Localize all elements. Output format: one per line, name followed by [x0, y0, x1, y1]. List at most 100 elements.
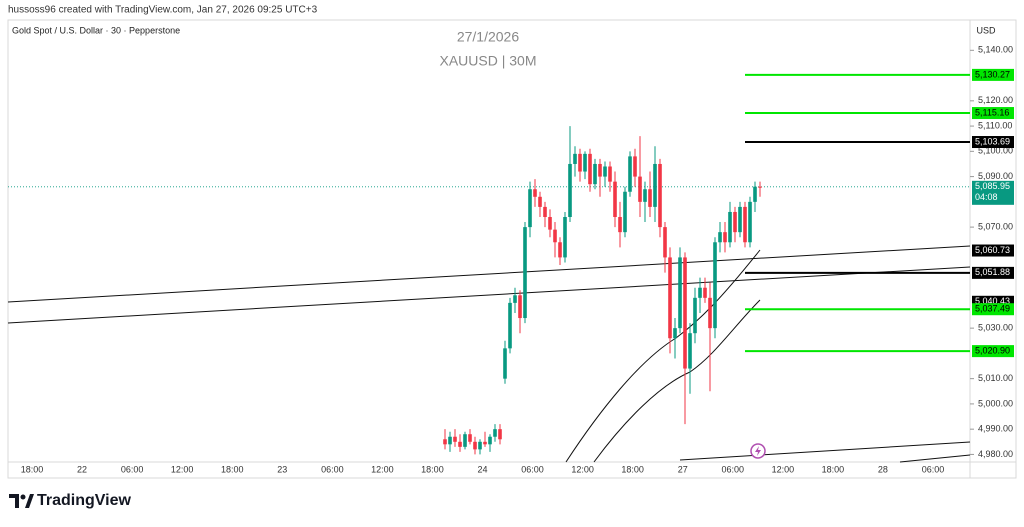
candle-body: [548, 217, 552, 230]
level-label-box: [972, 266, 1014, 279]
candle-body: [593, 163, 597, 185]
candle-body: [688, 333, 692, 369]
candle-body: [678, 257, 682, 329]
y-tick-label: 4,980.00: [978, 449, 1013, 459]
level-label: 5,037.49: [975, 304, 1010, 314]
candle-body: [663, 227, 667, 258]
candle-body: [503, 348, 507, 379]
candle-body: [588, 153, 592, 185]
level-label: 5,130.27: [975, 69, 1010, 79]
x-tick-label: 28: [878, 464, 888, 474]
logo-mark: [9, 494, 19, 508]
candle-body: [628, 156, 632, 192]
candle-body: [603, 166, 607, 177]
candle-body: [498, 429, 502, 440]
y-tick-label: 5,110.00: [978, 120, 1012, 130]
candle-body: [493, 429, 497, 437]
brand-logo: TradingView: [9, 492, 132, 509]
candle-body: [653, 163, 657, 207]
x-tick-label: 12:00: [571, 464, 594, 474]
candle-body: [473, 441, 477, 450]
candles: [443, 126, 762, 455]
x-tick-label: 06:00: [121, 464, 144, 474]
last-price-label: 5,085.95: [975, 181, 1010, 191]
trend-line: [7, 245, 971, 303]
candle-body: [643, 189, 647, 202]
logo-mark: [20, 494, 26, 500]
candle-body: [448, 436, 452, 445]
candle-body: [738, 206, 742, 233]
candle-body: [703, 287, 707, 298]
frame: [7, 19, 1017, 479]
candle-body: [723, 232, 727, 243]
candle-body: [453, 436, 457, 442]
x-tick-label: 06:00: [722, 464, 745, 474]
x-tick-label: 23: [277, 464, 287, 474]
candle-body: [518, 295, 522, 319]
chart-title: 27/1/2026: [457, 29, 519, 45]
candle-body: [578, 153, 582, 172]
candle-body: [693, 297, 697, 334]
candle-body: [583, 153, 587, 172]
candle-body: [648, 189, 652, 207]
y-tick-label: 5,090.00: [978, 171, 1013, 181]
x-tick-label: 12:00: [371, 464, 394, 474]
level-label-box: [972, 244, 1014, 257]
candle-body: [543, 206, 547, 218]
x-tick-label: 12:00: [171, 464, 194, 474]
brand: TradingView: [37, 492, 132, 509]
level-label-box: [972, 107, 1014, 120]
last-price-box: [972, 180, 1014, 205]
candle-body: [523, 227, 527, 319]
currency: USD: [976, 25, 996, 35]
candle-body: [633, 156, 637, 177]
level-label-box: [972, 303, 1014, 316]
candle-body: [758, 186, 762, 188]
y-tick-label: 5,140.00: [978, 45, 1013, 55]
candle-body: [463, 434, 467, 447]
x-tick-label: 24: [477, 464, 487, 474]
candle-body: [533, 189, 537, 197]
candle-body: [668, 257, 672, 339]
y-tick-label: 5,000.00: [978, 398, 1013, 408]
candle-body: [488, 436, 492, 445]
candle-body: [618, 217, 622, 233]
y-tick-label: 4,990.00: [978, 424, 1013, 434]
candle-body: [708, 297, 712, 329]
symbol: Gold Spot / U.S. Dollar · 30 · Peppersto…: [12, 25, 180, 35]
candle-body: [748, 201, 752, 243]
candle-body: [568, 163, 572, 218]
candle-body: [698, 287, 702, 298]
event-icon-bolt: [755, 446, 761, 456]
candle-body: [513, 295, 517, 303]
x-tick-label: 18:00: [421, 464, 444, 474]
x-tick-label: 06:00: [922, 464, 945, 474]
candle-body: [608, 166, 612, 182]
candle-body: [528, 189, 532, 228]
chart-subtitle: XAUUSD | 30M: [440, 53, 537, 69]
level-label-box: [972, 136, 1014, 149]
candle-body: [538, 196, 542, 207]
x-tick-label: 18:00: [221, 464, 244, 474]
candle-body: [753, 186, 757, 202]
x-tick-label: 22: [77, 464, 87, 474]
header: hussoss96 created with TradingView.com, …: [8, 5, 318, 16]
candle-body: [683, 257, 687, 369]
candle-body: [443, 439, 447, 445]
level-label: 5,020.90: [975, 345, 1010, 355]
candle-body: [673, 328, 677, 339]
x-tick-label: 18:00: [21, 464, 44, 474]
trend-line: [7, 266, 971, 324]
y-tick-label: 5,030.00: [978, 323, 1013, 333]
y-tick-label: 5,010.00: [978, 373, 1013, 383]
candle-body: [718, 232, 722, 243]
candle-body: [598, 163, 602, 177]
y-tick-label: 5,120.00: [978, 95, 1013, 105]
trend-line: [899, 454, 971, 463]
level-label: 5,060.73: [975, 245, 1010, 255]
x-tick-label: 06:00: [521, 464, 544, 474]
countdown-label: 04:08: [975, 192, 998, 202]
